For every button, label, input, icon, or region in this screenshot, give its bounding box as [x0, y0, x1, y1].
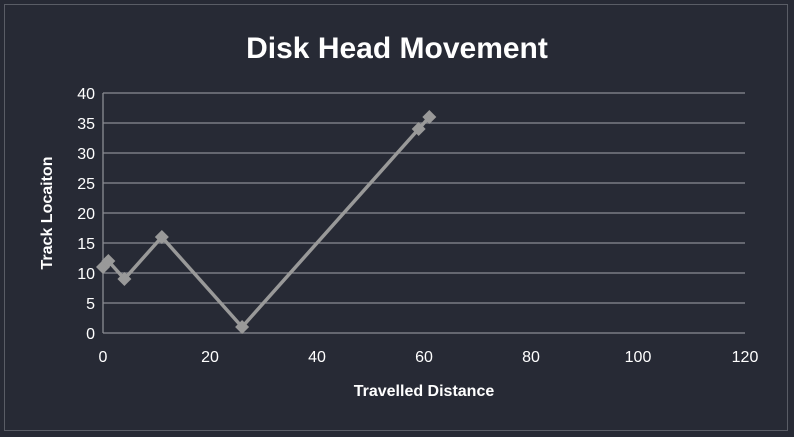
- y-tick-label: 40: [77, 86, 95, 103]
- chart-title: Disk Head Movement: [246, 32, 548, 65]
- data-point-marker: [422, 110, 437, 124]
- y-tick-label: 35: [77, 116, 95, 133]
- data-point-marker: [411, 122, 426, 136]
- x-tick-label: 100: [625, 349, 652, 366]
- y-tick-label: 5: [86, 296, 95, 313]
- data-point-marker: [117, 272, 132, 286]
- y-tick-label: 30: [77, 146, 95, 163]
- x-tick-label: 80: [522, 349, 540, 366]
- y-axis-label: Track Locaiton: [39, 157, 56, 270]
- series-line: [101, 115, 431, 329]
- x-axis-label: Travelled Distance: [354, 383, 495, 400]
- y-tick-label: 0: [86, 326, 95, 343]
- data-point-marker: [154, 230, 169, 244]
- x-tick-label: 20: [201, 349, 219, 366]
- y-tick-label: 15: [77, 236, 95, 253]
- x-tick-label: 60: [415, 349, 433, 366]
- x-tick-label: 120: [732, 349, 759, 366]
- chart-frame: [4, 4, 788, 431]
- y-tick-label: 10: [77, 266, 95, 283]
- data-point-marker: [101, 254, 116, 268]
- y-tick-label: 25: [77, 176, 95, 193]
- data-point-marker: [235, 320, 250, 334]
- x-tick-label: 0: [99, 349, 108, 366]
- x-tick-label: 40: [308, 349, 326, 366]
- y-tick-label: 20: [77, 206, 95, 223]
